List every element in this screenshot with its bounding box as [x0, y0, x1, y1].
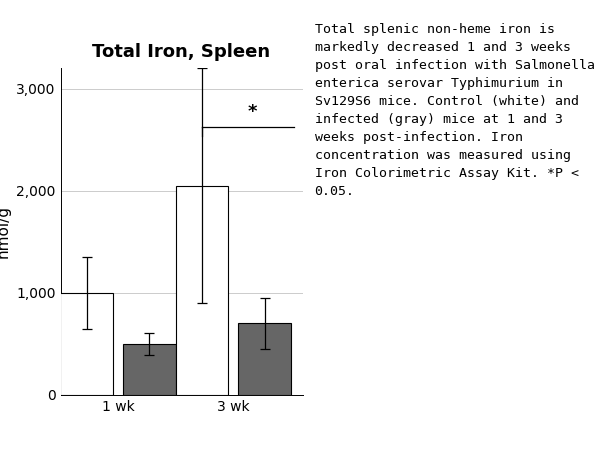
Bar [238, 323, 291, 395]
Bar [175, 186, 229, 395]
Y-axis label: nmol/g: nmol/g [0, 205, 10, 258]
Text: *: * [248, 103, 258, 121]
Bar [123, 344, 175, 395]
Bar [60, 293, 113, 395]
Title: Total Iron, Spleen: Total Iron, Spleen [93, 43, 270, 61]
Text: Total splenic non-heme iron is
markedly decreased 1 and 3 weeks
post oral infect: Total splenic non-heme iron is markedly … [315, 23, 595, 197]
